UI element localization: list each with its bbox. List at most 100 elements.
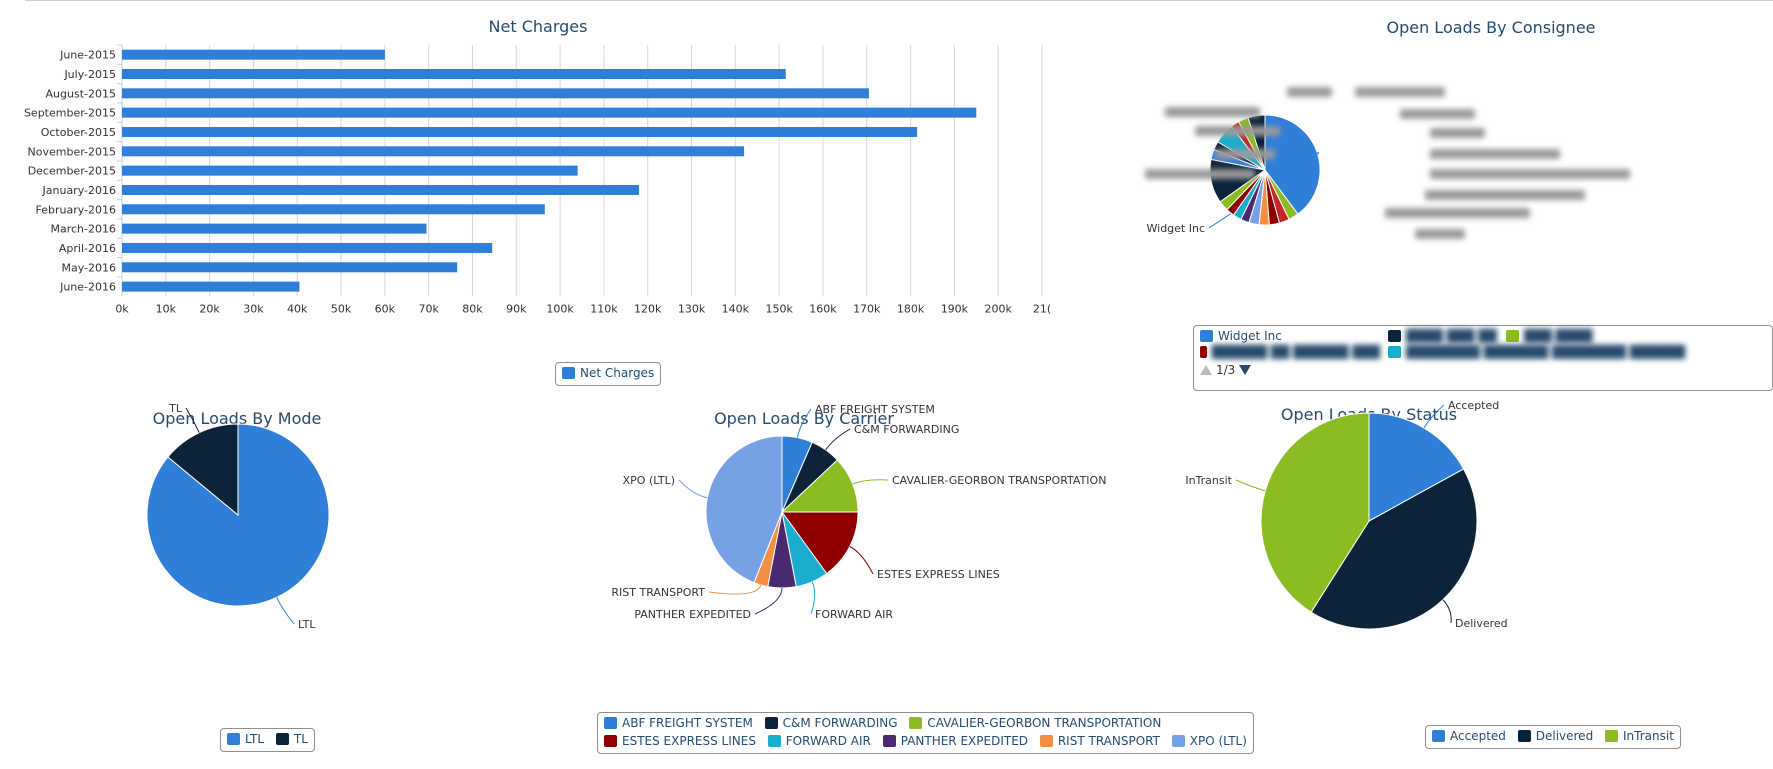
chart-title: Open Loads By Consignee xyxy=(1386,18,1595,37)
legend-swatch xyxy=(764,717,778,729)
slice-label: Widget Inc xyxy=(1147,222,1206,235)
legend-item-cm[interactable]: C&M FORWARDING xyxy=(764,716,898,730)
slice-label: FORWARD AIR xyxy=(815,608,893,621)
legend-item-net-charges[interactable]: Net Charges xyxy=(562,366,654,380)
x-tick-label: 140k xyxy=(722,302,750,315)
connector-line xyxy=(754,587,783,615)
legend-swatch xyxy=(562,367,575,379)
bar-june-2016[interactable] xyxy=(122,281,300,292)
legend-item-xpo[interactable]: XPO (LTL) xyxy=(1171,734,1247,748)
bar-may-2016[interactable] xyxy=(122,262,458,273)
pie-slice-delivered[interactable] xyxy=(1310,468,1478,630)
mode-chart: Open Loads By Mode LTL TL LTL TL xyxy=(0,400,545,769)
bar-july-2015[interactable] xyxy=(122,68,786,79)
x-tick-label: 20k xyxy=(199,302,220,315)
legend-pager: 1/3 xyxy=(1200,363,1766,377)
x-tick-label: 200k xyxy=(985,302,1013,315)
legend-label: RIST TRANSPORT xyxy=(1057,734,1160,748)
legend-swatch xyxy=(227,733,240,745)
x-tick-label: 40k xyxy=(287,302,308,315)
connector-line xyxy=(810,581,816,615)
slice-label: Accepted xyxy=(1448,399,1499,412)
pie-slice-tl[interactable] xyxy=(167,423,239,517)
legend-down-arrow-icon[interactable] xyxy=(1239,365,1252,375)
redacted-label xyxy=(1415,229,1465,239)
legend-item-panther[interactable]: PANTHER EXPEDITED xyxy=(882,734,1028,748)
pie-slice-estes-express-lines[interactable] xyxy=(781,511,859,575)
legend-item-consignee-5[interactable]: ████████ ███████ ████████ ██████ xyxy=(1388,345,1685,359)
redacted-label xyxy=(1425,190,1585,200)
legend-label: Net Charges xyxy=(580,366,655,380)
pie-slice-xpo-ltl[interactable] xyxy=(705,435,783,584)
legend-item-cavalier[interactable]: CAVALIER-GEORBON TRANSPORTATION xyxy=(909,716,1161,730)
bar-october-2015[interactable] xyxy=(122,126,918,137)
bar-november-2015[interactable] xyxy=(122,146,745,157)
legend-item-consignee-2[interactable]: ████ ███ ██ xyxy=(1388,329,1498,343)
carrier-legend[interactable]: ABF FREIGHT SYSTEM C&M FORWARDING CAVALI… xyxy=(597,712,1254,754)
net-charges-chart: Net Charges 0k 10k 20k 30k 40k 50k 60k 70k 80k 90k… xyxy=(0,0,1190,390)
bar-august-2015[interactable] xyxy=(122,88,869,99)
pie-slice-widget-inc[interactable] xyxy=(1264,114,1321,215)
slice-label: RIST TRANSPORT xyxy=(611,586,705,599)
legend-label: CAVALIER-GEORBON TRANSPORTATION xyxy=(927,716,1162,730)
legend-swatch xyxy=(1200,346,1207,358)
legend-label: InTransit xyxy=(1623,729,1674,743)
pie-slice-intransit[interactable] xyxy=(1260,412,1370,613)
consignee-legend[interactable]: Widget Inc ████ ███ ██ ███ ████ ██████ █… xyxy=(1193,325,1773,391)
bar-february-2016[interactable] xyxy=(122,204,545,215)
connector-line xyxy=(1423,404,1445,429)
category-label: July-2015 xyxy=(63,68,116,81)
legend-swatch xyxy=(604,717,617,729)
legend-item-forward-air[interactable]: FORWARD AIR xyxy=(767,734,871,748)
net-charges-legend[interactable]: Net Charges xyxy=(555,362,662,386)
legend-item-abf[interactable]: ABF FREIGHT SYSTEM xyxy=(604,716,753,730)
mode-legend[interactable]: LTL TL xyxy=(220,728,315,752)
redacted-label xyxy=(1165,107,1260,117)
x-tick-label: 170k xyxy=(853,302,881,315)
legend-item-ltl[interactable]: LTL xyxy=(227,732,264,746)
legend-item-consignee-3[interactable]: ███ ████ xyxy=(1506,329,1592,343)
slice-label: InTransit xyxy=(1185,474,1232,487)
slice-label: ESTES EXPRESS LINES xyxy=(877,568,1000,581)
legend-swatch xyxy=(882,735,896,747)
slice-label: PANTHER EXPEDITED xyxy=(634,608,751,621)
bar-april-2016[interactable] xyxy=(122,242,493,253)
legend-item-widget-inc[interactable]: Widget Inc xyxy=(1200,329,1380,343)
x-tick-label: 90k xyxy=(506,302,527,315)
legend-label: Delivered xyxy=(1535,729,1594,743)
connector-line xyxy=(849,546,874,575)
status-chart: Open Loads By StatusAcceptedDeliveredInT… xyxy=(1185,399,1773,769)
legend-item-estes[interactable]: ESTES EXPRESS LINES xyxy=(604,734,756,748)
legend-item-delivered[interactable]: Delivered xyxy=(1517,729,1594,743)
bar-september-2015[interactable] xyxy=(122,107,977,118)
legend-label: ABF FREIGHT SYSTEM xyxy=(622,716,753,730)
bar-march-2016[interactable] xyxy=(122,223,427,234)
category-label: November-2015 xyxy=(28,145,116,158)
redacted-label xyxy=(1145,169,1255,179)
legend-label: ESTES EXPRESS LINES xyxy=(622,734,756,748)
legend-item-consignee-4[interactable]: ██████ ██ ██████ ███ xyxy=(1200,345,1380,359)
x-tick-label: 160k xyxy=(809,302,837,315)
legend-item-rist[interactable]: RIST TRANSPORT xyxy=(1039,734,1160,748)
legend-item-intransit[interactable]: InTransit xyxy=(1605,729,1674,743)
redacted-label xyxy=(1430,169,1630,179)
chart-title: Net Charges xyxy=(489,17,588,36)
x-tick-label: 100k xyxy=(546,302,574,315)
slice-label: C&M FORWARDING xyxy=(854,423,959,436)
legend-up-arrow-icon[interactable] xyxy=(1200,365,1212,375)
pie-slice-accepted[interactable] xyxy=(1368,412,1465,522)
status-legend[interactable]: Accepted Delivered InTransit xyxy=(1425,725,1681,749)
legend-swatch xyxy=(1605,730,1619,742)
status-svg: Open Loads By StatusAcceptedDeliveredInT… xyxy=(1185,399,1507,630)
x-tick-label: 60k xyxy=(375,302,396,315)
bar-january-2016[interactable] xyxy=(122,184,639,195)
connector-line xyxy=(708,584,762,595)
legend-swatch xyxy=(1506,330,1519,342)
bar-december-2015[interactable] xyxy=(122,165,578,176)
bar-june-2015[interactable] xyxy=(122,49,385,60)
category-label: September-2015 xyxy=(24,107,116,120)
legend-item-accepted[interactable]: Accepted xyxy=(1432,729,1506,743)
legend-item-tl[interactable]: TL xyxy=(275,732,308,746)
redacted-label xyxy=(1385,208,1530,218)
top-divider xyxy=(25,0,1773,1)
